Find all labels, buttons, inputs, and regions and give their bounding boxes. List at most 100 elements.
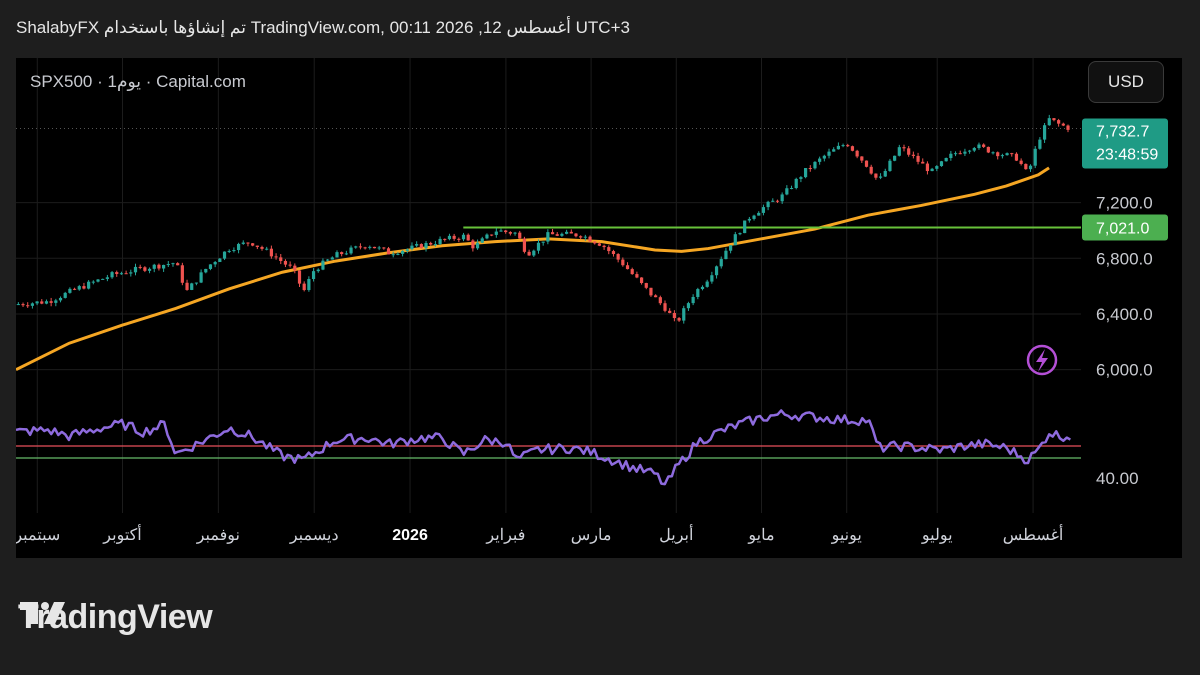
candle-body xyxy=(668,310,672,313)
candle-body xyxy=(1057,120,1061,124)
candle-body xyxy=(96,279,100,282)
candle-body xyxy=(279,257,283,261)
candle-body xyxy=(907,148,911,155)
candle-body xyxy=(743,220,747,234)
candle-body xyxy=(63,292,67,298)
candle-body xyxy=(541,241,545,243)
candle-body xyxy=(555,234,559,236)
candle-body xyxy=(471,240,475,249)
candle-body xyxy=(40,301,44,304)
candle-body xyxy=(654,295,658,298)
candle-body xyxy=(953,153,958,155)
candle-body xyxy=(780,194,784,202)
candle-body xyxy=(724,250,728,260)
candle-body xyxy=(593,241,597,244)
candle-body xyxy=(968,150,972,152)
candle-body xyxy=(190,283,194,290)
level-price-tag xyxy=(1082,214,1168,241)
candle-body xyxy=(982,144,986,147)
candle-body xyxy=(747,218,751,221)
price-axis-tick: 6,800.0 xyxy=(1096,249,1153,268)
lightning-icon[interactable] xyxy=(1026,344,1058,376)
candle-body xyxy=(916,155,920,162)
chart-panel[interactable]: 7,200.0 6,800.0 6,400.0 6,000.0 40.00 سبتمبر أ… xyxy=(16,58,1182,558)
candle-body xyxy=(757,212,761,216)
candle-body xyxy=(269,248,273,257)
candle-body xyxy=(560,233,564,236)
axis-layer: 7,200.0 6,800.0 6,400.0 6,000.0 40.00 سبتمبر أ… xyxy=(16,194,1153,544)
candle-body xyxy=(129,272,133,274)
candle-body xyxy=(733,234,737,246)
candle-body xyxy=(677,318,681,321)
time-axis-label: مايو xyxy=(747,527,774,544)
candle-body xyxy=(583,236,587,238)
candle-body xyxy=(1028,165,1033,170)
candle-body xyxy=(377,247,381,249)
candle-body xyxy=(536,242,541,251)
candle-body xyxy=(1052,118,1056,121)
candle-body xyxy=(288,264,292,266)
candle-body xyxy=(1024,163,1028,170)
candle-body xyxy=(986,146,990,153)
candle-body xyxy=(855,150,859,157)
candle-body xyxy=(850,146,855,151)
candle-body xyxy=(21,304,25,306)
price-tags-layer: 7,732.7 23:48:59 7,021.0 xyxy=(1082,118,1168,241)
candle-body xyxy=(630,269,634,275)
candle-body xyxy=(68,288,72,293)
price-axis-tick: 6,400.0 xyxy=(1096,305,1153,324)
chart-svg[interactable]: 7,200.0 6,800.0 6,400.0 6,000.0 40.00 سبتمبر أ… xyxy=(16,58,1182,558)
symbol-title: SPX500 · يوم1 · Capital.com xyxy=(30,72,246,91)
candle-body xyxy=(475,242,480,249)
candle-body xyxy=(939,161,944,167)
time-axis-label: فبراير xyxy=(485,527,525,544)
candle-body xyxy=(785,188,789,195)
candle-body xyxy=(180,265,184,283)
candle-body xyxy=(363,247,367,249)
tradingview-logo-icon xyxy=(20,602,65,624)
candle-body xyxy=(91,281,95,283)
candle-body xyxy=(419,244,423,249)
candle-body xyxy=(485,234,489,239)
candle-body xyxy=(649,287,653,296)
candle-body xyxy=(588,236,592,242)
candle-body xyxy=(166,264,170,266)
candle-body xyxy=(700,286,705,290)
candle-body xyxy=(251,243,255,246)
candle-body xyxy=(400,250,405,254)
candle-body xyxy=(311,271,316,280)
candle-body xyxy=(358,246,363,248)
candle-body xyxy=(302,283,306,291)
candle-body xyxy=(58,297,63,301)
currency-button[interactable]: USD xyxy=(1088,61,1164,103)
candle-body xyxy=(185,282,189,290)
candle-body xyxy=(283,260,288,265)
candle-body xyxy=(808,168,812,170)
candle-body xyxy=(789,188,794,190)
level-price-label: 7,021.0 xyxy=(1096,221,1149,238)
candle-body xyxy=(433,244,437,246)
candle-body xyxy=(794,178,798,189)
candle-body xyxy=(930,168,934,172)
price-axis-tick: 6,000.0 xyxy=(1096,361,1153,380)
candle-body xyxy=(255,245,259,247)
candle-body xyxy=(710,275,714,282)
candle-body xyxy=(550,232,555,235)
candle-body xyxy=(991,152,995,154)
candle-body xyxy=(1038,139,1042,149)
candle-body xyxy=(565,231,569,234)
candle-body xyxy=(607,247,611,252)
candle-body xyxy=(152,264,156,269)
candle-body xyxy=(508,232,512,234)
candle-body xyxy=(368,246,372,248)
candle-body xyxy=(372,246,377,249)
candle-body xyxy=(293,265,297,271)
candle-body xyxy=(949,153,953,159)
candle-body xyxy=(115,272,119,274)
candle-body xyxy=(480,238,484,243)
candle-body xyxy=(457,238,461,240)
candle-body xyxy=(424,242,428,249)
time-axis-label: أبريل xyxy=(659,524,693,544)
rsi-axis-tick: 40.00 xyxy=(1096,469,1139,488)
candle-body xyxy=(621,259,625,266)
